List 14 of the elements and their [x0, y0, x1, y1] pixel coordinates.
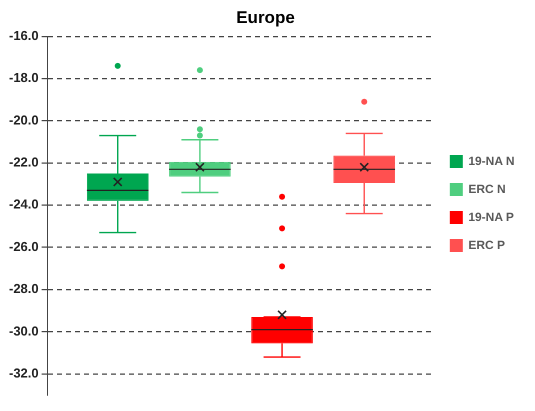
y-tick-label: -28.0 — [8, 281, 39, 296]
chart-title: Europe — [236, 8, 295, 27]
y-tick-label: -16.0 — [8, 28, 39, 43]
y-tick-label: -22.0 — [8, 154, 39, 170]
legend-label: 19-NA P — [468, 210, 514, 224]
y-tick-label: -18.0 — [8, 70, 39, 86]
y-tick-label: -26.0 — [8, 238, 39, 254]
legend-label: ERC P — [468, 238, 506, 252]
y-tick-label: -24.0 — [8, 196, 39, 212]
y-tick-label: -32.0 — [8, 365, 39, 380]
legend-label: 19-NA N — [468, 154, 515, 168]
y-tick-label: -20.0 — [8, 112, 39, 128]
legend-label: ERC N — [468, 182, 506, 196]
y-tick-label: -30.0 — [8, 323, 39, 338]
